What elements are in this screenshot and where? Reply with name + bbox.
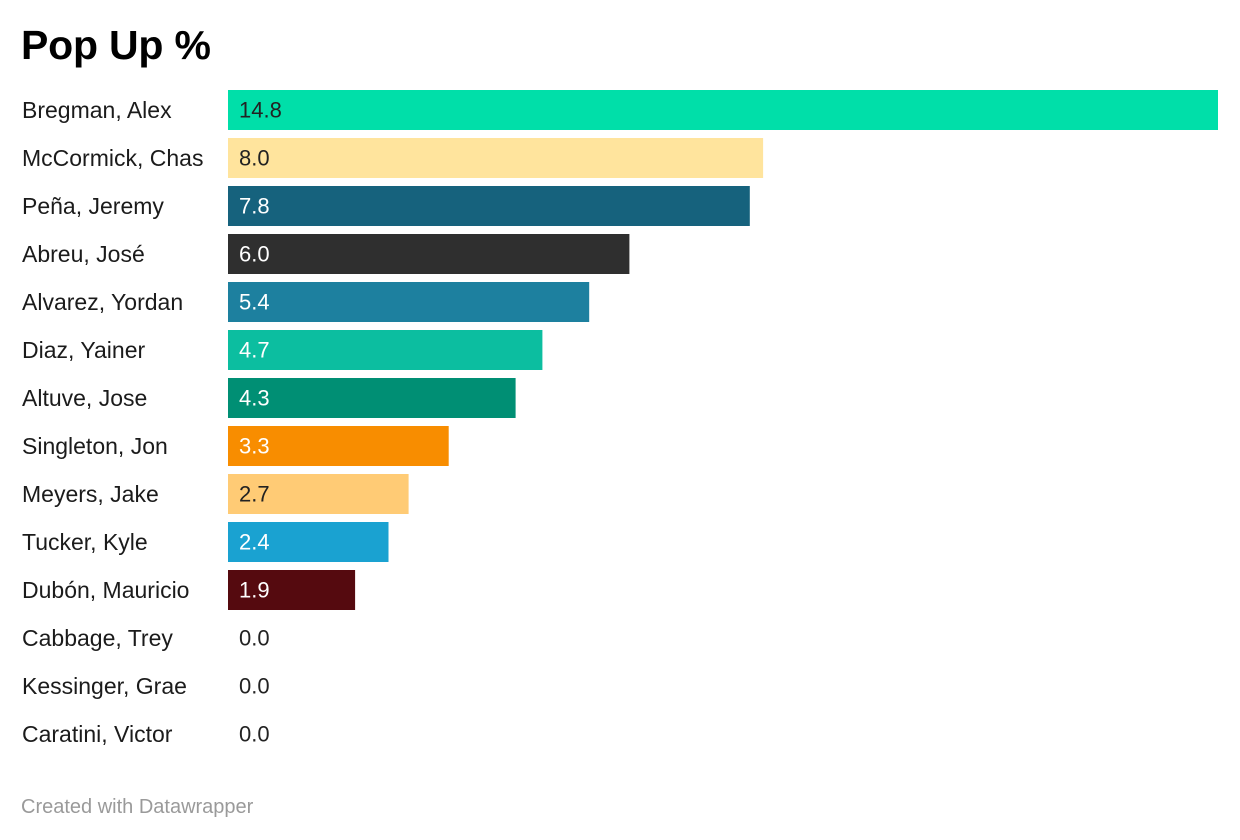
category-label: Dubón, Mauricio <box>22 577 189 603</box>
value-label: 4.7 <box>239 338 270 363</box>
category-label: Alvarez, Yordan <box>22 289 183 315</box>
bar <box>228 426 449 466</box>
bar-row: Caratini, Victor 0.0 <box>22 721 270 747</box>
bar <box>228 570 356 610</box>
category-label: Caratini, Victor <box>22 721 173 747</box>
bar <box>228 522 389 562</box>
bar-row: Cabbage, Trey 0.0 <box>22 625 270 651</box>
bar <box>228 474 409 514</box>
bar-row: Singleton, Jon 3.3 <box>22 426 449 466</box>
value-label: 1.9 <box>239 578 270 603</box>
category-label: Altuve, Jose <box>22 385 147 411</box>
bar-row: Kessinger, Grae 0.0 <box>22 673 270 699</box>
bar-row: Meyers, Jake 2.7 <box>22 474 409 514</box>
bar <box>228 90 1218 130</box>
value-label: 3.3 <box>239 434 270 459</box>
bar-row: Altuve, Jose 4.3 <box>22 378 516 418</box>
bar <box>228 186 750 226</box>
bar-row: Alvarez, Yordan 5.4 <box>22 282 590 322</box>
bar-row: Bregman, Alex 14.8 <box>22 90 1218 130</box>
bar <box>228 378 516 418</box>
value-label: 5.4 <box>239 290 270 315</box>
category-label: Tucker, Kyle <box>22 529 148 555</box>
bar <box>228 330 543 370</box>
value-label: 4.3 <box>239 386 270 411</box>
value-label: 2.7 <box>239 482 270 507</box>
value-label: 8.0 <box>239 146 270 171</box>
bar-row: Tucker, Kyle 2.4 <box>22 522 389 562</box>
value-label: 7.8 <box>239 194 270 219</box>
value-label: 14.8 <box>239 98 282 123</box>
bar-row: McCormick, Chas 8.0 <box>22 138 764 178</box>
category-label: McCormick, Chas <box>22 145 203 171</box>
chart-title: Pop Up % <box>21 22 211 68</box>
datawrapper-credit: Created with Datawrapper <box>21 796 254 818</box>
bar <box>228 282 590 322</box>
category-label: Abreu, José <box>22 241 145 267</box>
category-label: Meyers, Jake <box>22 481 159 507</box>
category-label: Bregman, Alex <box>22 97 172 123</box>
category-label: Cabbage, Trey <box>22 625 173 651</box>
bar-row: Diaz, Yainer 4.7 <box>22 330 543 370</box>
value-label: 6.0 <box>239 242 270 267</box>
category-label: Singleton, Jon <box>22 433 168 459</box>
category-label: Kessinger, Grae <box>22 673 187 699</box>
category-label: Diaz, Yainer <box>22 337 145 363</box>
value-label: 0.0 <box>239 674 270 699</box>
bar-row: Abreu, José 6.0 <box>22 234 630 274</box>
bar-row: Dubón, Mauricio 1.9 <box>22 570 356 610</box>
value-label: 0.0 <box>239 626 270 651</box>
value-label: 0.0 <box>239 722 270 747</box>
bar-row: Peña, Jeremy 7.8 <box>22 186 750 226</box>
bar <box>228 138 764 178</box>
value-label: 2.4 <box>239 530 270 555</box>
category-label: Peña, Jeremy <box>22 193 164 219</box>
bar <box>228 234 630 274</box>
